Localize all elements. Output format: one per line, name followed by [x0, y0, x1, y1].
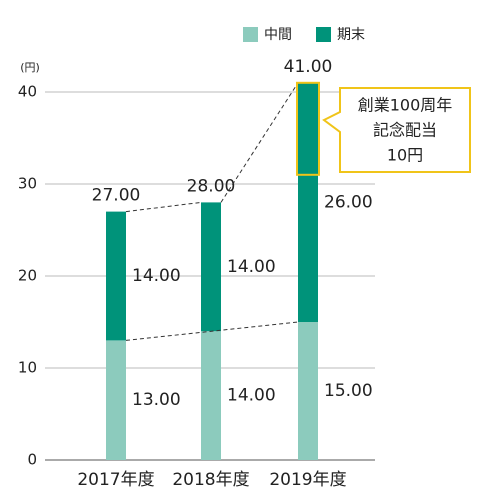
y-unit: (円) — [20, 61, 40, 74]
y-tick-label: 0 — [27, 451, 37, 469]
x-tick-label: 2017年度 — [77, 470, 154, 490]
highlight — [296, 81, 320, 176]
bar-segment — [106, 211, 126, 341]
value-label: 14.00 — [227, 386, 276, 406]
bar-segment — [201, 202, 221, 332]
y-tick-label: 20 — [18, 267, 37, 285]
y-tick-label: 30 — [18, 175, 37, 193]
value-label: 14.00 — [132, 266, 181, 286]
x-tick-label: 2019年度 — [269, 470, 346, 490]
bar-segment — [106, 340, 126, 460]
legend-swatch — [243, 27, 258, 42]
annotation-text: 10円 — [387, 146, 423, 165]
value-label: 26.00 — [324, 192, 373, 212]
bar-segment — [298, 322, 318, 460]
connector — [125, 321, 299, 341]
value-label: 13.00 — [132, 390, 181, 410]
connector — [220, 82, 299, 203]
x-tick-label: 2018年度 — [172, 470, 249, 490]
legend-label: 期末 — [337, 27, 365, 43]
y-tick-label: 40 — [18, 83, 37, 101]
value-label: 14.00 — [227, 257, 276, 277]
value-label: 15.00 — [324, 381, 373, 401]
legend-swatch — [316, 27, 331, 42]
y-tick-label: 10 — [18, 359, 37, 377]
legend-label: 中間 — [264, 27, 292, 43]
connector — [125, 201, 202, 213]
bar-segment — [201, 331, 221, 460]
total-label: 27.00 — [92, 186, 141, 206]
bar-segment — [298, 82, 318, 322]
annotation-text: 記念配当 — [373, 121, 437, 140]
total-label: 41.00 — [284, 57, 333, 77]
annotation-text: 創業100周年 — [358, 96, 453, 115]
total-label: 28.00 — [187, 176, 236, 196]
callout — [322, 87, 471, 173]
